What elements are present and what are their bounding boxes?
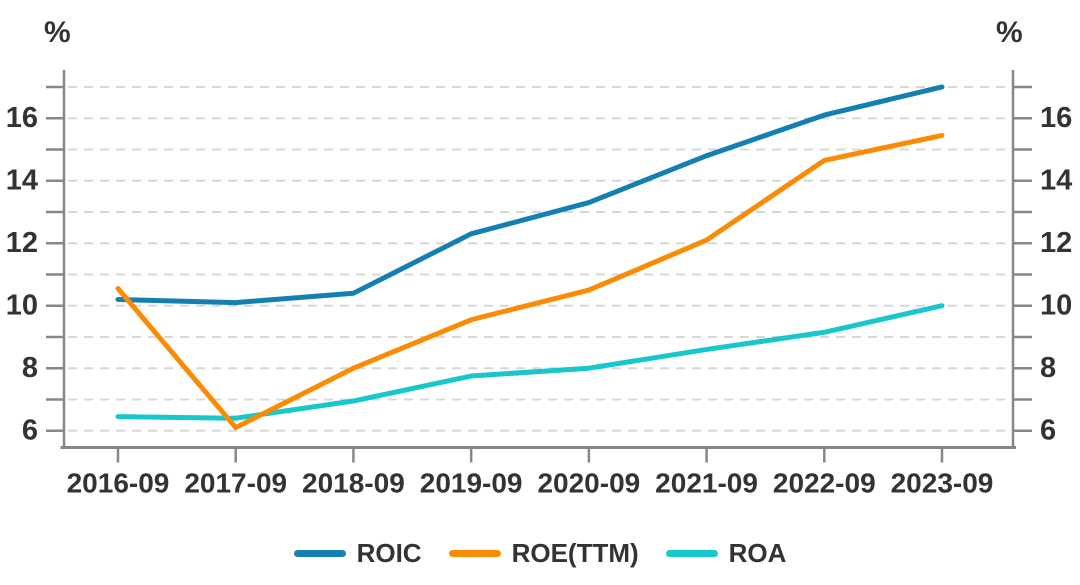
legend-label-roe-ttm: ROE(TTM) <box>511 538 639 568</box>
left-y-tick-label: 12 <box>6 227 38 259</box>
left-y-tick-label: 6 <box>22 415 38 447</box>
legend-label-roa: ROA <box>728 538 787 568</box>
roic-line-swatch <box>293 549 346 557</box>
legend-label-roic: ROIC <box>356 538 422 568</box>
x-tick-label: 2018-09 <box>302 468 405 499</box>
left-y-tick-label: 14 <box>6 165 38 197</box>
x-tick-label: 2022-09 <box>773 468 876 499</box>
x-tick-label: 2019-09 <box>420 468 523 499</box>
legend-item-roa[interactable]: ROA <box>665 538 787 568</box>
right-axis-unit-label: % <box>996 16 1023 49</box>
x-tick-label: 2017-09 <box>184 468 287 499</box>
x-tick-label: 2016-09 <box>67 468 170 499</box>
right-y-tick-label: 12 <box>1040 227 1072 259</box>
right-y-tick-label: 10 <box>1040 290 1072 322</box>
x-tick-label: 2020-09 <box>537 468 640 499</box>
series-line-roa <box>115 303 945 421</box>
left-axis-unit-label: % <box>44 16 71 49</box>
left-y-tick-label: 8 <box>22 352 38 384</box>
left-y-tick-label: 16 <box>6 102 38 134</box>
right-y-tick-label: 6 <box>1040 415 1056 447</box>
roe-ttm-line-swatch <box>448 549 501 557</box>
left-y-tick-label: 10 <box>6 290 38 322</box>
right-y-tick-label: 14 <box>1040 165 1072 197</box>
line-chart-plot-area: 6 6 8 8 10 10 12 12 14 14 16 16 2016-09 2017-09 2018-0… <box>6 70 1072 499</box>
chart-legend: ROIC ROE(TTM) ROA <box>0 532 1080 574</box>
legend-item-roic[interactable]: ROIC <box>293 538 422 568</box>
roa-line-swatch <box>665 549 718 557</box>
x-tick-label: 2023-09 <box>891 468 994 499</box>
series-line-roe-ttm- <box>115 132 945 431</box>
right-y-tick-label: 16 <box>1040 102 1072 134</box>
legend-item-roe-ttm[interactable]: ROE(TTM) <box>448 538 639 568</box>
x-tick-label: 2021-09 <box>655 468 758 499</box>
right-y-tick-label: 8 <box>1040 352 1056 384</box>
series-line-roic <box>115 84 945 306</box>
